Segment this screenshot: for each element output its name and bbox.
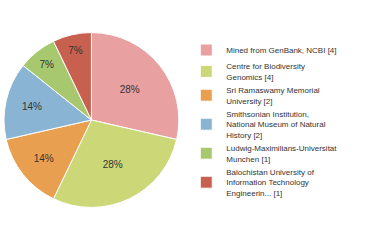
svg-text:Centre for BiodiversityGenomic: Centre for BiodiversityGenomics [4] xyxy=(226,62,305,81)
svg-text:28%: 28% xyxy=(120,84,140,95)
svg-text:7%: 7% xyxy=(68,45,83,56)
svg-text:7%: 7% xyxy=(40,59,55,70)
svg-text:14%: 14% xyxy=(22,101,42,112)
svg-text:Ludwig-Maximilians-Universitat: Ludwig-Maximilians-UniversitatMunchen [1… xyxy=(226,144,337,163)
svg-text:Mined from GenBank, NCBI [4]: Mined from GenBank, NCBI [4] xyxy=(226,46,336,55)
svg-text:Sri Ramaswamy MemorialUniversi: Sri Ramaswamy MemorialUniversity [2] xyxy=(226,86,320,105)
svg-text:Balochistan University ofInfor: Balochistan University ofInformation Tec… xyxy=(226,168,314,198)
svg-text:Smithsonian Institution,Nation: Smithsonian Institution,National Museum … xyxy=(226,110,325,140)
svg-text:14%: 14% xyxy=(34,153,54,164)
svg-text:28%: 28% xyxy=(103,159,123,170)
